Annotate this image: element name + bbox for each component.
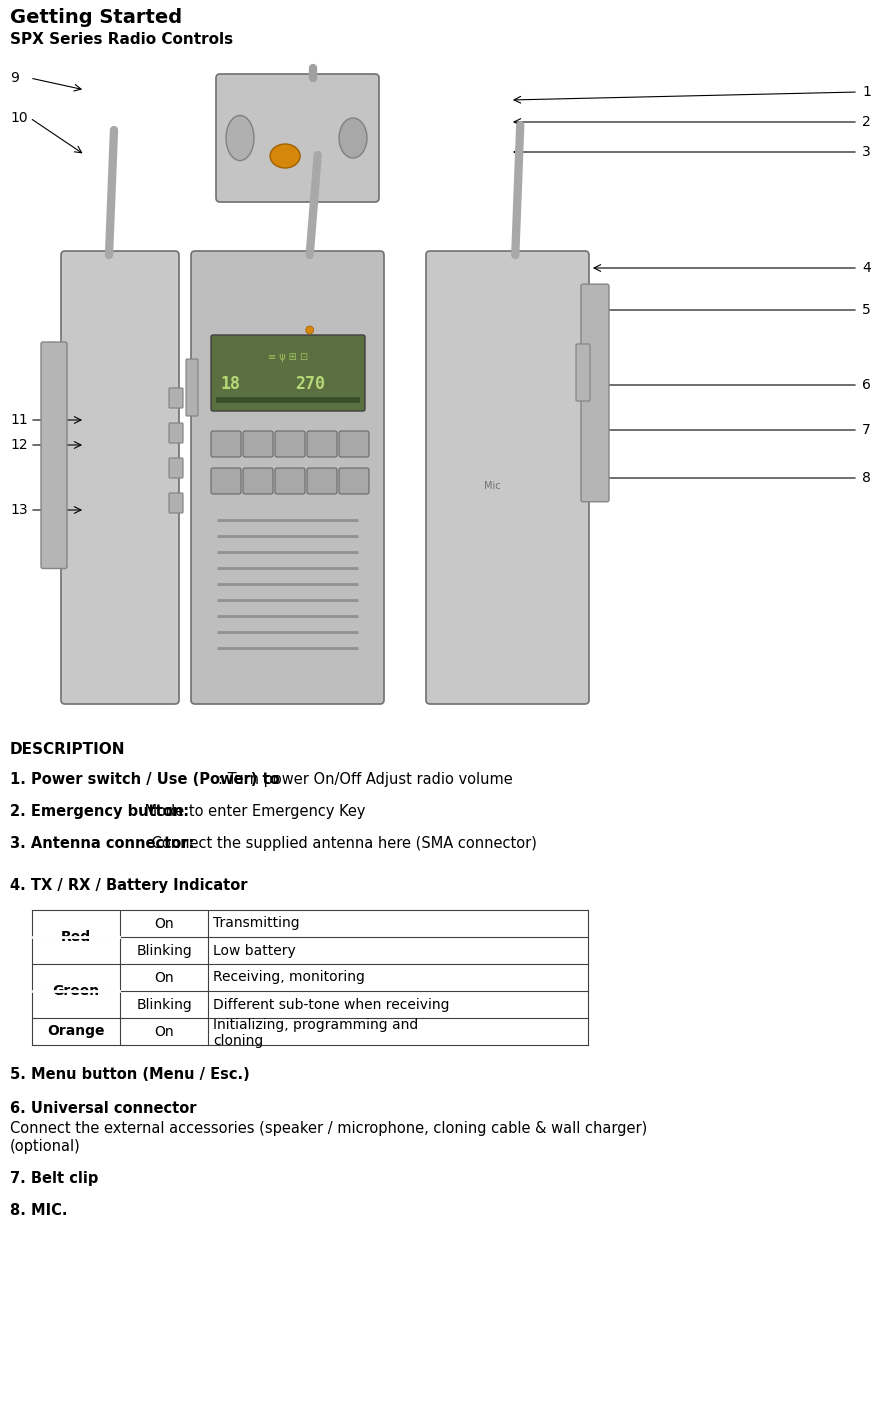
FancyBboxPatch shape: [169, 388, 183, 408]
Bar: [216, 398, 360, 403]
Text: 6. Universal connector: 6. Universal connector: [10, 1101, 197, 1116]
Text: On: On: [154, 917, 174, 931]
Text: Different sub-tone when receiving: Different sub-tone when receiving: [213, 998, 449, 1012]
FancyBboxPatch shape: [169, 458, 183, 478]
FancyBboxPatch shape: [576, 344, 590, 400]
Text: Blinking: Blinking: [136, 944, 192, 958]
Text: Green: Green: [53, 983, 100, 998]
FancyBboxPatch shape: [426, 250, 589, 705]
Text: On: On: [154, 971, 174, 985]
FancyBboxPatch shape: [211, 432, 241, 457]
FancyBboxPatch shape: [216, 74, 379, 202]
Text: Mic: Mic: [483, 481, 500, 491]
Text: 4: 4: [862, 260, 870, 275]
Text: 13: 13: [10, 502, 28, 516]
Text: 10: 10: [10, 110, 28, 125]
Text: Mode to enter Emergency Key: Mode to enter Emergency Key: [141, 804, 366, 819]
Ellipse shape: [270, 144, 300, 168]
Text: Connect the external accessories (speaker / microphone, cloning cable & wall cha: Connect the external accessories (speake…: [10, 1121, 647, 1136]
Text: 11: 11: [10, 413, 28, 427]
Text: ≡ ψ ⊞ ⊡: ≡ ψ ⊞ ⊡: [268, 352, 308, 362]
FancyBboxPatch shape: [191, 250, 384, 705]
Text: Initializing, programming and: Initializing, programming and: [213, 1017, 418, 1032]
Text: 8. MIC.: 8. MIC.: [10, 1203, 68, 1218]
Text: 3: 3: [862, 144, 870, 158]
FancyBboxPatch shape: [169, 492, 183, 514]
Text: 7: 7: [862, 423, 870, 437]
FancyBboxPatch shape: [243, 432, 273, 457]
Text: Receiving, monitoring: Receiving, monitoring: [213, 971, 365, 985]
Text: 4. TX / RX / Battery Indicator: 4. TX / RX / Battery Indicator: [10, 877, 247, 893]
FancyBboxPatch shape: [275, 432, 305, 457]
Text: 2: 2: [862, 115, 870, 129]
FancyBboxPatch shape: [339, 432, 369, 457]
Text: 5. Menu button (Menu / Esc.): 5. Menu button (Menu / Esc.): [10, 1067, 250, 1082]
Text: 270: 270: [295, 375, 326, 393]
Text: 7. Belt clip: 7. Belt clip: [10, 1172, 99, 1186]
Text: : Turn power On/Off Adjust radio volume: : Turn power On/Off Adjust radio volume: [218, 773, 513, 787]
Text: 9: 9: [10, 71, 19, 85]
Text: 12: 12: [10, 439, 28, 451]
Text: DESCRIPTION: DESCRIPTION: [10, 741, 125, 757]
Text: Getting Started: Getting Started: [10, 8, 182, 27]
Text: Blinking: Blinking: [136, 998, 192, 1012]
Text: 3. Antenna connector:: 3. Antenna connector:: [10, 836, 194, 850]
FancyBboxPatch shape: [186, 359, 198, 416]
Text: 18: 18: [221, 375, 241, 393]
Text: (optional): (optional): [10, 1139, 81, 1155]
FancyBboxPatch shape: [41, 342, 67, 569]
Text: Transmitting: Transmitting: [213, 917, 300, 931]
Text: On: On: [154, 1024, 174, 1039]
Text: Red: Red: [61, 930, 91, 944]
FancyBboxPatch shape: [211, 468, 241, 494]
Text: 2. Emergency button:: 2. Emergency button:: [10, 804, 190, 819]
Text: cloning: cloning: [213, 1034, 263, 1049]
FancyBboxPatch shape: [339, 468, 369, 494]
FancyBboxPatch shape: [307, 468, 337, 494]
FancyBboxPatch shape: [581, 284, 609, 502]
Text: 5: 5: [862, 303, 870, 317]
Ellipse shape: [305, 325, 313, 334]
Ellipse shape: [339, 117, 367, 158]
FancyBboxPatch shape: [211, 335, 365, 410]
Text: 6: 6: [862, 378, 871, 392]
Text: Low battery: Low battery: [213, 944, 295, 958]
FancyBboxPatch shape: [61, 250, 179, 705]
Text: 1: 1: [862, 85, 871, 99]
Ellipse shape: [226, 116, 254, 160]
FancyBboxPatch shape: [169, 423, 183, 443]
Text: 1. Power switch / Use (Power) to: 1. Power switch / Use (Power) to: [10, 773, 279, 787]
FancyBboxPatch shape: [243, 468, 273, 494]
Text: Orange: Orange: [47, 1024, 105, 1039]
Text: 8: 8: [862, 471, 871, 485]
Text: Connect the supplied antenna here (SMA connector): Connect the supplied antenna here (SMA c…: [147, 836, 537, 850]
FancyBboxPatch shape: [275, 468, 305, 494]
FancyBboxPatch shape: [307, 432, 337, 457]
Text: SPX Series Radio Controls: SPX Series Radio Controls: [10, 33, 233, 47]
